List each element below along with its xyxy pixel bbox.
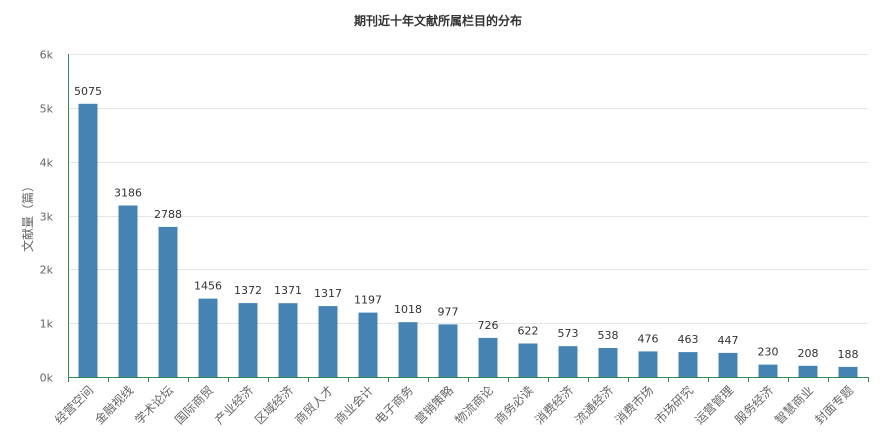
data-label: 538	[598, 329, 619, 342]
x-tick-label: 营销策略	[412, 383, 457, 428]
data-label: 1317	[314, 287, 342, 300]
y-tick-label: 0k	[40, 372, 54, 385]
y-tick-label: 5k	[40, 103, 54, 116]
data-label: 1018	[394, 303, 422, 316]
bar	[718, 352, 738, 377]
bar	[478, 337, 498, 377]
data-label: 188	[838, 348, 859, 361]
bar	[838, 366, 858, 377]
data-label: 977	[438, 305, 459, 318]
x-tick-label: 商务必读	[492, 383, 537, 428]
data-label: 1372	[234, 284, 262, 297]
bar	[598, 348, 618, 377]
y-tick-label: 1k	[40, 318, 54, 331]
bar	[278, 303, 298, 377]
x-tick-label: 区域经济	[252, 383, 297, 428]
x-tick-label: 流通经济	[572, 383, 617, 428]
gridlines	[68, 54, 868, 324]
bar	[118, 205, 138, 377]
y-axis-title: 文献量（篇）	[20, 180, 35, 252]
x-tick-label: 智慧商业	[772, 383, 817, 428]
bar	[798, 365, 818, 377]
data-label: 726	[478, 319, 499, 332]
y-tick-label: 6k	[40, 49, 54, 62]
x-tick-label: 消费经济	[532, 383, 577, 428]
y-tick-label: 4k	[40, 157, 54, 170]
axes	[68, 54, 869, 382]
bar	[758, 364, 778, 377]
bars	[78, 103, 858, 378]
data-label: 1197	[354, 294, 382, 307]
bar	[158, 226, 178, 377]
data-label: 476	[638, 332, 659, 345]
x-tick-label: 服务经济	[732, 383, 777, 428]
x-tick-label: 物流商论	[452, 383, 497, 428]
x-tick-label: 消费市场	[612, 383, 657, 428]
x-tick-label: 运营管理	[692, 383, 737, 428]
bar	[558, 346, 578, 377]
data-label: 622	[518, 325, 539, 338]
x-tick-label: 电子商务	[372, 383, 417, 428]
chart-title: 期刊近十年文献所属栏目的分布	[354, 13, 522, 28]
bar	[198, 298, 218, 377]
data-label: 447	[718, 334, 739, 347]
data-label: 1456	[194, 280, 222, 293]
bar	[678, 352, 698, 377]
data-label: 573	[558, 327, 579, 340]
bar	[238, 303, 258, 377]
x-tick-label: 封面专题	[812, 383, 857, 428]
bar	[518, 343, 538, 377]
bar	[358, 312, 378, 377]
x-tick-labels: 经营空间金融视线学术论坛国际商贸产业经济区域经济商贸人才商业会计电子商务营销策略…	[52, 383, 856, 428]
data-label: 2788	[154, 208, 182, 221]
data-label: 3186	[114, 187, 142, 200]
x-tick-label: 商业会计	[332, 383, 377, 428]
x-tick-label: 产业经济	[212, 383, 257, 428]
bar	[638, 351, 658, 377]
bar	[438, 324, 458, 377]
data-label: 1371	[274, 284, 302, 297]
x-tick-label: 国际商贸	[172, 383, 217, 428]
x-tick-label: 商贸人才	[292, 383, 337, 428]
x-tick-label: 学术论坛	[132, 383, 177, 428]
bar	[398, 322, 418, 377]
x-tick-label: 市场研究	[652, 383, 697, 428]
x-tick-label: 金融视线	[92, 383, 137, 428]
data-label: 208	[798, 347, 819, 360]
data-label: 463	[678, 333, 699, 346]
y-tick-label: 3k	[40, 211, 54, 224]
bar	[318, 306, 338, 377]
y-tick-labels: 0k 1k 2k 3k 4k 5k 6k	[40, 49, 54, 385]
data-labels: 5075 3186 2788 1456 1372 1371 1317 1197 1018 977 7…	[74, 85, 859, 361]
x-tick-label: 经营空间	[52, 383, 96, 427]
bar	[78, 103, 98, 378]
y-tick-label: 2k	[40, 264, 54, 277]
data-label: 230	[758, 346, 779, 359]
data-label: 5075	[74, 85, 102, 98]
